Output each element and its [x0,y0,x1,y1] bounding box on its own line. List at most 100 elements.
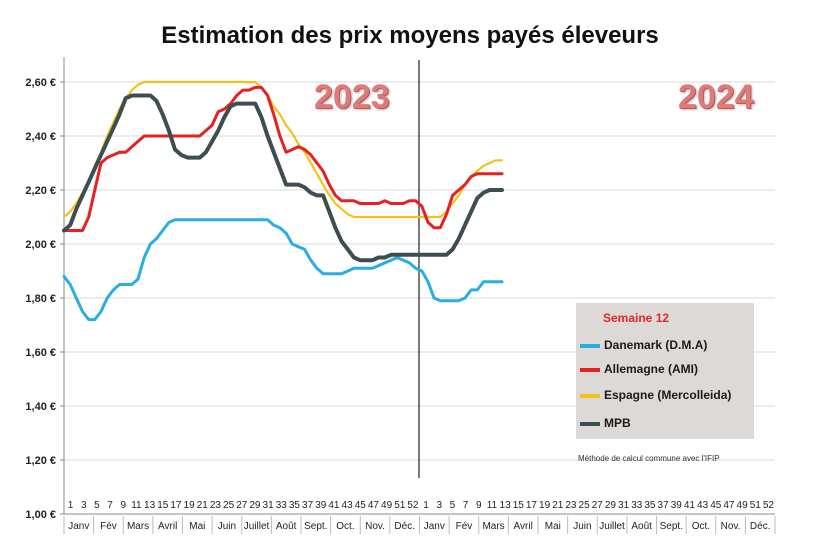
x-week-label: 7 [107,500,113,511]
x-week-label: 45 [710,500,722,511]
x-month-label: Fév [456,521,473,532]
x-week-label: 21 [197,500,209,511]
x-week-label: 23 [210,500,222,511]
x-week-label: 33 [276,500,288,511]
x-month-label: Mars [482,521,504,532]
legend-swatch [580,367,600,372]
x-month-label: Mai [545,521,561,532]
x-week-label: 37 [302,500,314,511]
y-tick-label: 1,60 € [25,347,56,359]
series-line-mpb [62,93,504,263]
x-week-label: 3 [81,500,87,511]
y-tick-label: 1,00 € [25,509,56,521]
legend: Semaine 12 Danemark (D.M.A) Allemagne (A… [576,303,754,439]
x-week-label: 37 [658,500,670,511]
x-week-label: 1 [423,500,429,511]
x-week-label: 29 [605,500,617,511]
y-tick-label: 1,80 € [25,293,56,305]
legend-item-espagne: Espagne (Mercolleida) [580,388,731,406]
x-month-label: Oct. [692,521,710,532]
x-week-label: 13 [144,500,156,511]
x-week-label: 49 [737,500,749,511]
y-tick-label: 1,20 € [25,455,56,467]
x-week-label: 11 [131,500,142,511]
x-month-label: Fév [100,521,117,532]
x-month-label: Janv [424,521,445,532]
legend-item-allemagne: Allemagne (AMI) [580,362,698,380]
method-note: Méthode de calcul commune avec l'IFIP [578,454,720,463]
legend-label: Espagne (Mercolleida) [604,388,732,402]
x-week-label: 17 [170,500,182,511]
x-week-label: 47 [368,500,380,511]
legend-item-mpb: MPB [580,416,631,434]
x-week-label: 11 [487,500,498,511]
x-week-label: 19 [539,500,551,511]
x-week-label: 43 [342,500,354,511]
x-week-label: 35 [644,500,656,511]
legend-item-danemark: Danemark (D.M.A) [580,338,707,356]
x-week-label: 35 [289,500,301,511]
legend-swatch [580,421,600,426]
x-week-label: 52 [407,500,419,511]
legend-label: Danemark (D.M.A) [604,338,708,352]
legend-swatch [580,393,600,398]
x-week-label: 51 [394,500,406,511]
x-month-label: Sept. [660,521,683,532]
x-week-label: 41 [328,500,340,511]
x-week-label: 15 [513,500,525,511]
x-week-label: 7 [463,500,469,511]
x-month-label: Sept. [304,521,327,532]
y-tick-label: 2,20 € [25,185,56,197]
x-month-label: Janv [68,521,89,532]
y-tick-label: 1,40 € [25,401,56,413]
x-week-label: 47 [723,500,735,511]
series-line-allemagne [62,85,504,232]
x-month-label: Déc. [750,521,771,532]
y-tick-label: 2,00 € [25,239,56,251]
x-week-label: 21 [552,500,564,511]
legend-title: Semaine 12 [603,311,670,325]
x-month-label: Oct. [336,521,354,532]
chart-title: Estimation des prix moyens payés éleveur… [161,22,659,49]
x-month-label: Avril [514,521,533,532]
year-label-2024: 2024 [678,78,754,116]
x-week-label: 23 [565,500,577,511]
x-week-label: 13 [500,500,512,511]
x-week-label: 43 [697,500,709,511]
year-label-2023: 2023 [314,78,390,116]
x-month-label: Nov. [721,521,741,532]
x-week-label: 1 [68,500,74,511]
x-week-label: 33 [631,500,643,511]
x-week-label: 45 [355,500,367,511]
x-week-label: 3 [436,500,442,511]
x-week-label: 39 [315,500,327,511]
x-month-label: Déc. [394,521,415,532]
x-month-label: Juin [218,521,236,532]
x-week-label: 31 [618,500,630,511]
x-week-label: 19 [184,500,196,511]
x-month-label: Août [276,521,297,532]
legend-label: MPB [604,416,631,430]
x-week-label: 5 [450,500,456,511]
series-line-espagne [62,80,504,219]
x-month-label: Avril [158,521,177,532]
x-month-label: Nov. [365,521,385,532]
x-week-label: 52 [763,500,775,511]
x-week-label: 31 [263,500,275,511]
x-week-label: 9 [476,500,482,511]
x-month-label: Mai [189,521,205,532]
x-week-label: 39 [671,500,683,511]
x-month-label: Juin [573,521,591,532]
x-week-label: 41 [684,500,696,511]
x-week-label: 27 [592,500,604,511]
y-tick-label: 2,60 € [25,77,56,89]
series-line-danemark [62,218,504,322]
x-week-label: 25 [223,500,235,511]
x-month-label: Juillet [599,521,625,532]
x-month-label: Juillet [244,521,270,532]
x-month-label: Mars [127,521,149,532]
x-month-label: Août [631,521,652,532]
x-week-label: 29 [249,500,261,511]
x-week-label: 27 [236,500,248,511]
y-tick-label: 2,40 € [25,131,56,143]
